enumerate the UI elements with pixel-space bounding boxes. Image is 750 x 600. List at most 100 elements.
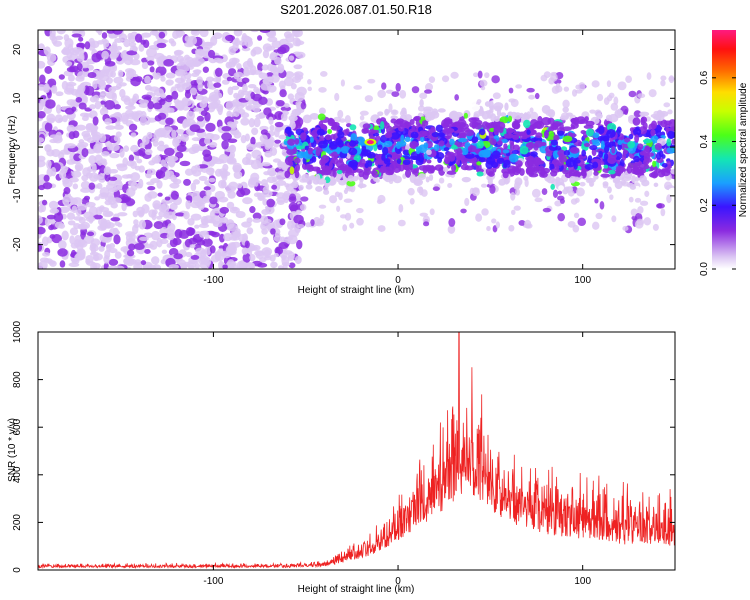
spectrogram-cell — [250, 30, 260, 33]
spectrogram-cell — [225, 100, 235, 111]
spectrogram-cell — [165, 117, 174, 126]
spectrogram-cell — [289, 193, 297, 201]
spectrogram-cell — [112, 30, 123, 35]
spectrogram-cell — [164, 169, 170, 179]
spectrogram-cell — [432, 186, 440, 192]
spectrogram-cell — [473, 122, 483, 130]
spectrogram-cell — [273, 252, 279, 258]
spectrogram-cell — [594, 198, 599, 204]
spectrogram-cell — [38, 226, 46, 235]
spectrogram-cell — [289, 166, 295, 175]
spectrogram-cell — [259, 30, 271, 34]
spectrogram-cell — [185, 195, 193, 201]
spectrogram-cell — [314, 221, 324, 227]
spectrogram-cell — [628, 196, 634, 203]
spectrogram-cell — [216, 119, 223, 128]
spectrogram-cell — [304, 163, 313, 170]
spectrogram-cell — [231, 206, 238, 212]
spectrogram-cell — [377, 144, 383, 151]
spectrogram-cell — [654, 142, 662, 151]
spectrogram-cell — [101, 107, 108, 112]
spectrogram-cell — [589, 144, 598, 151]
spectrogram-cell — [183, 178, 191, 186]
spectrogram-cell — [221, 132, 232, 141]
spectrogram-cell — [200, 110, 208, 117]
spectrogram-cell — [190, 213, 202, 221]
spectrogram-cell — [187, 260, 199, 265]
spectrogram-cell — [472, 72, 479, 78]
spectrogram-cell — [144, 248, 151, 255]
spectrogram-cell — [270, 261, 278, 269]
spectrogram-cell — [335, 174, 342, 180]
spectrogram-cell — [396, 158, 402, 164]
spectrogram-cell — [668, 119, 675, 128]
spectrogram-cell — [524, 178, 529, 188]
spectrogram-cell — [155, 72, 161, 78]
spectrogram-cell — [44, 122, 53, 132]
spectrogram-cell — [221, 126, 232, 132]
spectrogram-cell — [169, 182, 180, 189]
spectrogram-cell — [293, 64, 303, 70]
spectrogram-cell — [594, 109, 602, 117]
spectrogram-cell — [319, 134, 324, 142]
spectrogram-cell — [661, 162, 668, 168]
spectrogram-cell — [43, 83, 50, 94]
spectrogram-cell — [151, 209, 158, 215]
spectrogram-cell — [573, 161, 578, 170]
spectrogram-cell — [569, 156, 576, 163]
spectrogram-cell — [294, 122, 302, 129]
spectrogram-cell — [61, 165, 69, 172]
spectrogram-cell — [375, 160, 386, 165]
spectrogram-cell — [126, 50, 138, 56]
spectrogram-cell — [261, 236, 270, 245]
spectrogram-cell — [250, 136, 256, 146]
spectrogram-cell — [98, 245, 105, 252]
spectrogram-cell — [254, 250, 265, 257]
spectrogram-cell — [493, 116, 501, 122]
spectrogram-cell — [228, 181, 238, 190]
spectrogram-cell — [88, 214, 94, 224]
spectrogram-cell — [455, 158, 461, 166]
spectrogram-cell — [291, 75, 302, 84]
spectrogram-cell — [569, 146, 580, 154]
spectrogram-cell — [318, 107, 326, 115]
spectrogram-cell — [435, 124, 443, 133]
spectrogram-cell — [79, 92, 87, 100]
spectrogram-cell — [264, 150, 273, 158]
spectrogram-cell — [502, 171, 509, 179]
spectrogram-cell — [236, 182, 243, 189]
snr-xtick-label: 100 — [574, 576, 591, 587]
spectrogram-cell — [81, 130, 91, 138]
spectrogram-ylabel: Frequency (Hz) — [7, 116, 18, 185]
spectrogram-cell — [115, 179, 122, 185]
spectrogram-cell — [283, 196, 289, 204]
spectrogram-cell — [258, 96, 268, 106]
spectrogram-cell — [231, 57, 238, 67]
spectrogram-cell — [113, 124, 124, 130]
spectrogram-cell — [660, 208, 666, 217]
spectrogram-cell — [499, 116, 509, 124]
spectrogram-cell — [491, 150, 501, 159]
spectrogram-cell — [203, 186, 211, 191]
spectrogram-cell — [91, 163, 97, 173]
spectrogram-cell — [650, 120, 658, 130]
spectrogram-cell — [79, 82, 86, 93]
spectrogram-cell — [247, 83, 257, 89]
spectrogram-cell — [366, 153, 373, 158]
spectrogram-cell — [200, 216, 209, 225]
spectrogram-cell — [149, 66, 155, 73]
spectrogram-cell — [496, 140, 503, 146]
spectrogram-cell — [130, 144, 139, 153]
snr-series-line — [38, 332, 675, 570]
spectrogram-cell — [388, 103, 393, 113]
spectrogram-cell — [478, 109, 485, 117]
spectrogram-cell — [294, 91, 305, 102]
spectrogram-cell — [73, 216, 84, 221]
spectrogram-cell — [101, 151, 110, 157]
spectrogram-cell — [666, 194, 672, 204]
spectrogram-cell — [157, 39, 169, 44]
spectrogram-cell — [174, 77, 185, 84]
spectrogram-cell — [330, 176, 336, 185]
spectrogram-cell — [503, 143, 508, 150]
spectrogram-cell — [397, 125, 405, 132]
